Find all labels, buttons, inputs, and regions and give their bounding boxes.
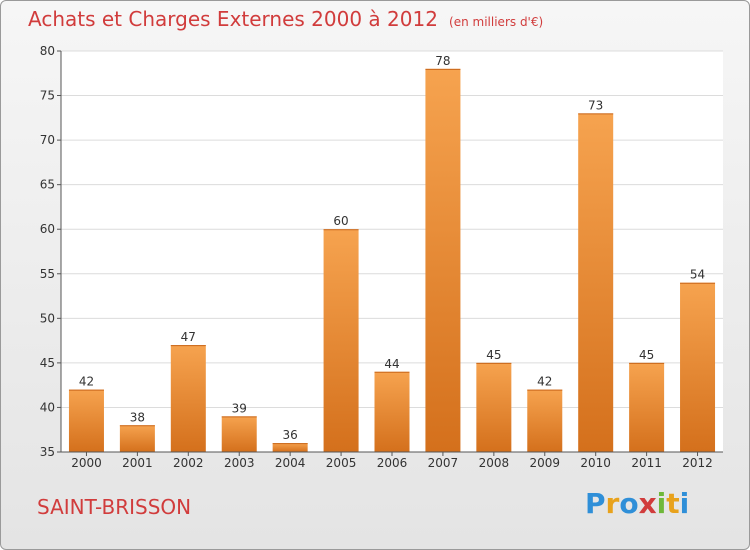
data-label: 42 [537, 375, 552, 389]
data-label: 54 [690, 268, 705, 282]
y-tick-label: 55 [40, 267, 55, 281]
data-label: 47 [181, 330, 196, 344]
logo-letter: x [638, 487, 657, 520]
bar-2002 [170, 345, 206, 452]
bar-2007 [425, 68, 461, 453]
chart-subtitle: (en milliers d'€) [449, 15, 544, 29]
data-label: 38 [130, 410, 145, 424]
y-tick-label: 60 [40, 222, 55, 236]
y-tick-label: 45 [40, 356, 55, 370]
bar-2010 [578, 113, 614, 452]
data-label: 45 [639, 348, 654, 362]
x-tick-label: 2000 [71, 456, 102, 470]
chart-title: Achats et Charges Externes 2000 à 2012 [28, 7, 438, 31]
x-tick-label: 2012 [682, 456, 713, 470]
bar-2009 [527, 389, 563, 452]
x-tick-label: 2007 [428, 456, 459, 470]
data-label: 45 [486, 348, 501, 362]
bars [68, 68, 716, 453]
x-tick-label: 2006 [377, 456, 408, 470]
bar-2004 [272, 443, 308, 452]
proxiti-logo: Proxiti [585, 487, 689, 520]
logo-letter: o [619, 487, 639, 520]
y-tick-label: 70 [40, 133, 55, 147]
data-label: 36 [283, 428, 298, 442]
data-label: 44 [384, 357, 399, 371]
x-axis: 2000 2001 2002 2003 2004 2005 2006 2007 2008 2009… [71, 452, 713, 470]
x-tick-label: 2011 [631, 456, 662, 470]
y-tick-label: 35 [40, 445, 55, 459]
data-labels: 42 38 47 39 36 60 44 78 45 42 73 45 54 [79, 54, 705, 442]
y-tick-label: 80 [40, 44, 55, 58]
logo-letter: t [666, 487, 680, 520]
logo-letter: i [679, 487, 690, 520]
bar-2011 [629, 362, 665, 452]
x-tick-label: 2004 [275, 456, 306, 470]
data-label: 42 [79, 375, 94, 389]
logo-letter: r [605, 487, 620, 520]
bar-2003 [221, 416, 257, 452]
y-tick-label: 75 [40, 89, 55, 103]
data-label: 78 [435, 54, 450, 68]
bar-2000 [68, 389, 104, 452]
bar-2001 [119, 425, 155, 452]
x-tick-label: 2008 [479, 456, 510, 470]
x-tick-label: 2002 [173, 456, 204, 470]
logo-letter: i [656, 487, 667, 520]
bar-2006 [374, 371, 410, 452]
y-tick-label: 65 [40, 178, 55, 192]
x-tick-label: 2001 [122, 456, 153, 470]
data-label: 39 [232, 401, 247, 415]
bar-2012 [680, 282, 716, 452]
logo-letter: P [585, 487, 606, 520]
y-tick-label: 40 [40, 400, 55, 414]
bar-2008 [476, 362, 512, 452]
x-tick-label: 2005 [326, 456, 357, 470]
chart-title-block: Achats et Charges Externes 2000 à 2012 (… [28, 7, 543, 31]
y-tick-label: 50 [40, 311, 55, 325]
bar-2005 [323, 229, 359, 452]
city-name: SAINT-BRISSON [37, 495, 192, 519]
x-tick-label: 2010 [580, 456, 611, 470]
data-label: 60 [333, 214, 348, 228]
data-label: 73 [588, 98, 603, 112]
x-tick-label: 2009 [529, 456, 560, 470]
x-tick-label: 2003 [224, 456, 255, 470]
y-axis: 35 40 45 50 55 60 65 70 75 80 [40, 44, 61, 459]
